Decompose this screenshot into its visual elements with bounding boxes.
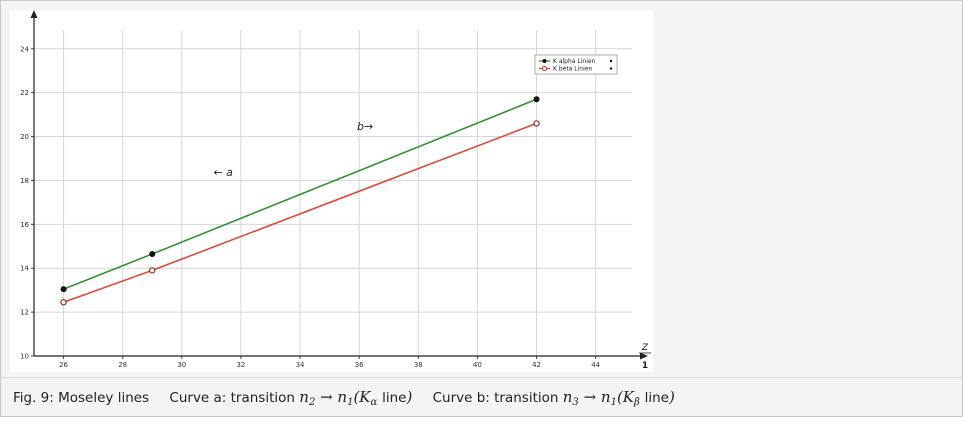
caption-curve-a-prefix: Curve a: transition [169, 390, 295, 406]
caption-curve-a-formula: n2 → n1(Kα line) [299, 388, 413, 408]
series-2-point [533, 120, 540, 127]
y-tick-label: 18 [20, 177, 29, 185]
x-tick-label: 42 [532, 361, 541, 369]
curve-annotation: ← a [213, 166, 233, 179]
y-tick-label: 14 [20, 265, 29, 273]
caption-beta-symbol: β [634, 397, 640, 408]
legend-box [534, 54, 618, 75]
caption-curve-b-formula: n3 → n1(Kβ line) [562, 388, 675, 408]
legend-swatch-marker [542, 59, 547, 63]
y-tick-label: 20 [20, 133, 29, 141]
moseley-chart: 26 28 30 32 34 36 38 40 42 44 10 12 14 16 18 20 22 24 Z 1 b… [20, 10, 651, 371]
legend-swatch-marker [542, 66, 547, 71]
caption-line-word-a: line [382, 390, 407, 406]
y-tick-label: 16 [20, 221, 29, 229]
y-tick-label: 12 [20, 309, 29, 317]
y-tick-label: 10 [20, 353, 29, 361]
legend-entry: K alpha Linien [553, 58, 596, 65]
x-tick-label: 26 [59, 361, 68, 369]
x-axis-arrow [640, 352, 648, 360]
axes: 26 28 30 32 34 36 38 40 42 44 10 12 14 16 18 20 22 24 Z 1 [20, 10, 651, 371]
x-unit-denominator: 1 [642, 361, 648, 371]
caption-line-word-b: line [644, 390, 669, 406]
annotations: b→ ← a [213, 120, 373, 179]
figure-caption: Fig. 9: Moseley lines Curve a: transitio… [1, 377, 962, 416]
x-tick-label: 36 [355, 361, 364, 369]
series-layer [60, 96, 540, 306]
caption-alpha-symbol: α [370, 397, 378, 408]
series-1-point [533, 96, 540, 103]
grid [34, 30, 632, 356]
x-tick-label: 44 [591, 361, 600, 369]
x-tick-label: 32 [236, 361, 245, 369]
series-1-point [60, 286, 67, 293]
x-tick-label: 28 [118, 361, 127, 369]
x-tick-label: 30 [177, 361, 186, 369]
caption-fig-label: Fig. 9: Moseley lines [13, 390, 150, 406]
series-2-point [60, 299, 67, 306]
legend-entry: K beta Linien [553, 66, 592, 73]
y-tick-label: 24 [20, 45, 29, 53]
legend-dot [609, 67, 613, 70]
plot-area: 26 28 30 32 34 36 38 40 42 44 10 12 14 16 18 20 22 24 Z 1 b… [10, 10, 653, 372]
legend-dot [609, 59, 613, 63]
curve-annotation: b→ [357, 120, 373, 133]
x-tick-label: 34 [296, 361, 305, 369]
series-2-point [149, 267, 156, 274]
caption-curve-b-prefix: Curve b: transition [432, 390, 559, 406]
x-tick-label: 38 [414, 361, 423, 369]
y-tick-label: 22 [20, 89, 29, 97]
series-1-point [149, 250, 156, 257]
x-unit-numerator: Z [641, 343, 649, 353]
y-axis-arrow [30, 10, 38, 18]
x-tick-label: 40 [473, 361, 482, 369]
